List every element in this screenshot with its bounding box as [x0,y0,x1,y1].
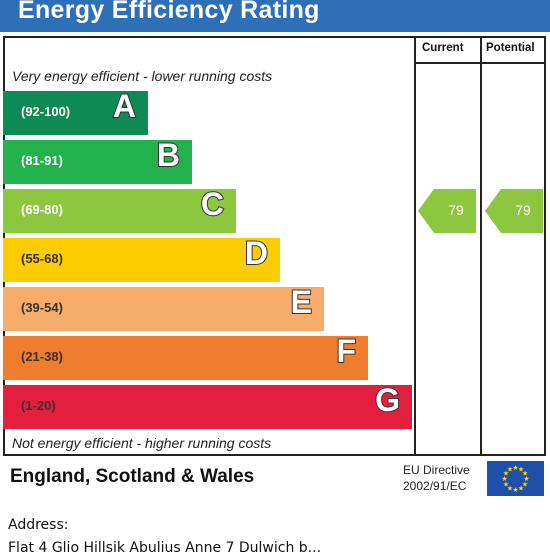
eu-star-icon: ★ [518,485,524,493]
top-note: Very energy efficient - lower running co… [12,68,273,84]
current-arrow-shape [418,189,476,233]
band-letter: E [290,283,313,321]
region-label: England, Scotland & Wales [10,466,255,487]
potential-column-header: Potential [486,42,535,54]
eu-star-icon: ★ [522,470,528,478]
band-d: (55-68) D [3,234,280,282]
band-g: (1-20) G [3,381,412,429]
potential-arrow-shape [485,189,543,233]
band-range-label: (21-38) [21,349,63,364]
eu-directive-label: EU Directive [403,463,470,477]
eu-stars-icon: ★ ★★★★★★★★★★★ [501,464,529,494]
band-range-label: (69-80) [21,202,63,217]
band-letter: B [156,136,181,174]
eu-star-icon: ★ [501,475,507,483]
column-divider-current [414,36,416,456]
band-range-label: (81-91) [21,153,63,168]
address-label: Address: [8,517,69,533]
band-letter: A [112,87,137,125]
band-range-label: (55-68) [21,251,63,266]
eu-star-icon: ★ [507,466,513,474]
eu-star-icon: ★ [512,464,518,472]
band-b: (81-91) B [3,136,192,184]
current-rating-value: 79 [448,202,464,218]
eu-star-icon: ★ [503,470,509,478]
band-letter: D [244,234,269,272]
band-e: (39-54) E [3,283,324,331]
eu-star-icon: ★ [507,485,513,493]
potential-rating-arrow: 79 [485,189,545,233]
column-header-divider [414,62,546,64]
eu-flag-icon: ★ ★ ★ ★ ★ ★ ★ ★ ★ ★ ★ ★ [487,461,544,496]
address-line: Flat 4 Glio Hillsik Abulius Anne 7 Dulwi… [8,540,322,556]
band-range-label: (92-100) [21,104,71,119]
band-range-label: (1-20) [21,398,56,413]
band-a: (92-100) A [3,87,148,135]
title-bar: Energy Efficiency Rating [0,0,550,32]
footer-divider [3,454,546,456]
band-range-label: (39-54) [21,300,63,315]
column-divider-potential [480,36,482,456]
band-letter: F [335,332,357,370]
eu-star-icon: ★ [522,481,528,489]
band-c: (69-80) C [3,185,236,233]
chart-title: Energy Efficiency Rating [18,0,320,24]
eu-star-icon: ★ [512,486,518,494]
bottom-note: Not energy efficient - higher running co… [12,435,272,451]
band-f: (21-38) F [3,332,368,380]
current-column-header: Current [422,42,464,54]
potential-rating-value: 79 [515,202,531,218]
eu-directive-number: 2002/91/EC [403,479,467,493]
eu-star-icon: ★ [503,481,509,489]
eu-star-icon: ★ [523,475,529,483]
band-letter: C [200,185,225,223]
eu-star-icon: ★ [518,466,524,474]
current-rating-arrow: 79 [418,189,478,233]
band-letter: G [374,381,401,419]
